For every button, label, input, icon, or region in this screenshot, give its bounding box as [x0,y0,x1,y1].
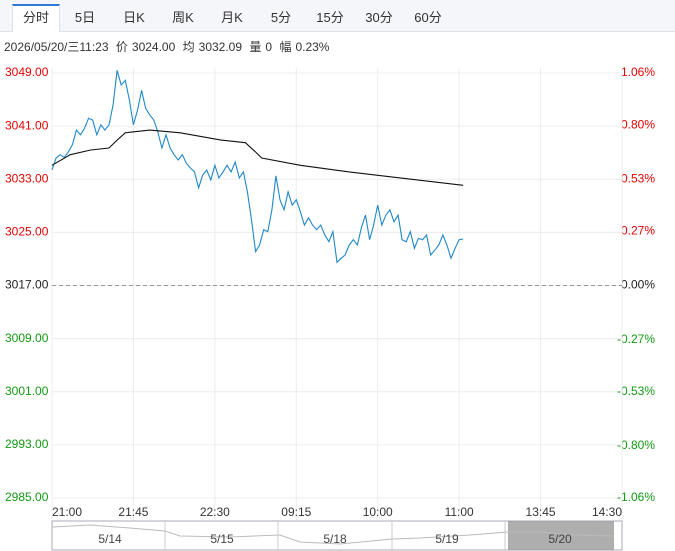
navigator-date: 5/20 [548,532,572,546]
tab[interactable]: 月K [221,10,243,25]
y2-tick-label: 0.27% [621,224,655,238]
tab[interactable]: 30分 [365,10,393,25]
y-tick-label: 3025.00 [5,225,49,239]
y2-tick-label: 0.00% [621,278,655,292]
info-price-label: 价 [115,40,128,54]
y2-tick-label: 0.53% [621,171,655,185]
tab[interactable]: 分时 [12,4,60,32]
navigator-date: 5/15 [210,532,234,546]
y-tick-label: 2993.00 [5,437,49,451]
info-range-label: 幅 [279,40,292,54]
y-tick-label: 3001.00 [5,384,49,398]
x-tick-label: 22:30 [200,505,230,519]
info-range: 0.23% [295,40,330,54]
tab-bar: 分时 5日 日K 周K 月K 5分 15分 30分 60分 [0,0,675,32]
info-price: 3024.00 [131,40,176,54]
info-volume: 0 [265,40,273,54]
tab[interactable]: 日K [123,10,145,25]
navigator-separators [164,521,506,550]
x-tick-label: 21:45 [118,505,148,519]
x-tick-label: 09:15 [281,505,311,519]
y2-tick-label: -0.53% [617,384,655,398]
y-tick-label: 2985.00 [5,490,49,504]
y2-tick-label: -0.27% [617,332,655,346]
navigator-date: 5/14 [98,532,122,546]
price-line [51,70,464,264]
y2-tick-label: 1.06% [621,65,655,79]
y2-tick-label: -1.06% [617,490,655,504]
price-line [51,129,464,186]
navigator-date: 5/19 [435,532,459,546]
tab[interactable]: 5日 [74,10,96,25]
tab[interactable]: 5分 [270,10,292,25]
y2-tick-label: 0.80% [621,117,655,131]
x-tick-label: 21:00 [52,505,82,519]
y-tick-label: 3017.00 [5,278,49,292]
navigator-date: 5/18 [323,532,347,546]
y-tick-label: 3009.00 [5,331,49,345]
y2-tick-label: -0.80% [617,438,655,452]
tab[interactable]: 60分 [414,10,442,25]
info-avg: 3032.09 [198,40,243,54]
x-tick-label: 13:45 [526,505,556,519]
tab[interactable]: 15分 [316,10,344,25]
x-tick-label: 11:00 [445,505,474,519]
tab[interactable]: 周K [172,10,194,25]
info-volume-label: 量 [249,40,262,54]
info-avg-label: 均 [182,40,195,54]
navigator-line [51,524,615,545]
info-time: 2026/05/20/三11:23 [4,40,109,54]
y-tick-label: 3049.00 [5,65,49,79]
y-tick-label: 3041.00 [5,118,49,132]
x-tick-label: 10:00 [363,505,393,519]
x-tick-label: 14:30 [592,505,622,519]
y-tick-label: 3033.00 [5,171,49,185]
